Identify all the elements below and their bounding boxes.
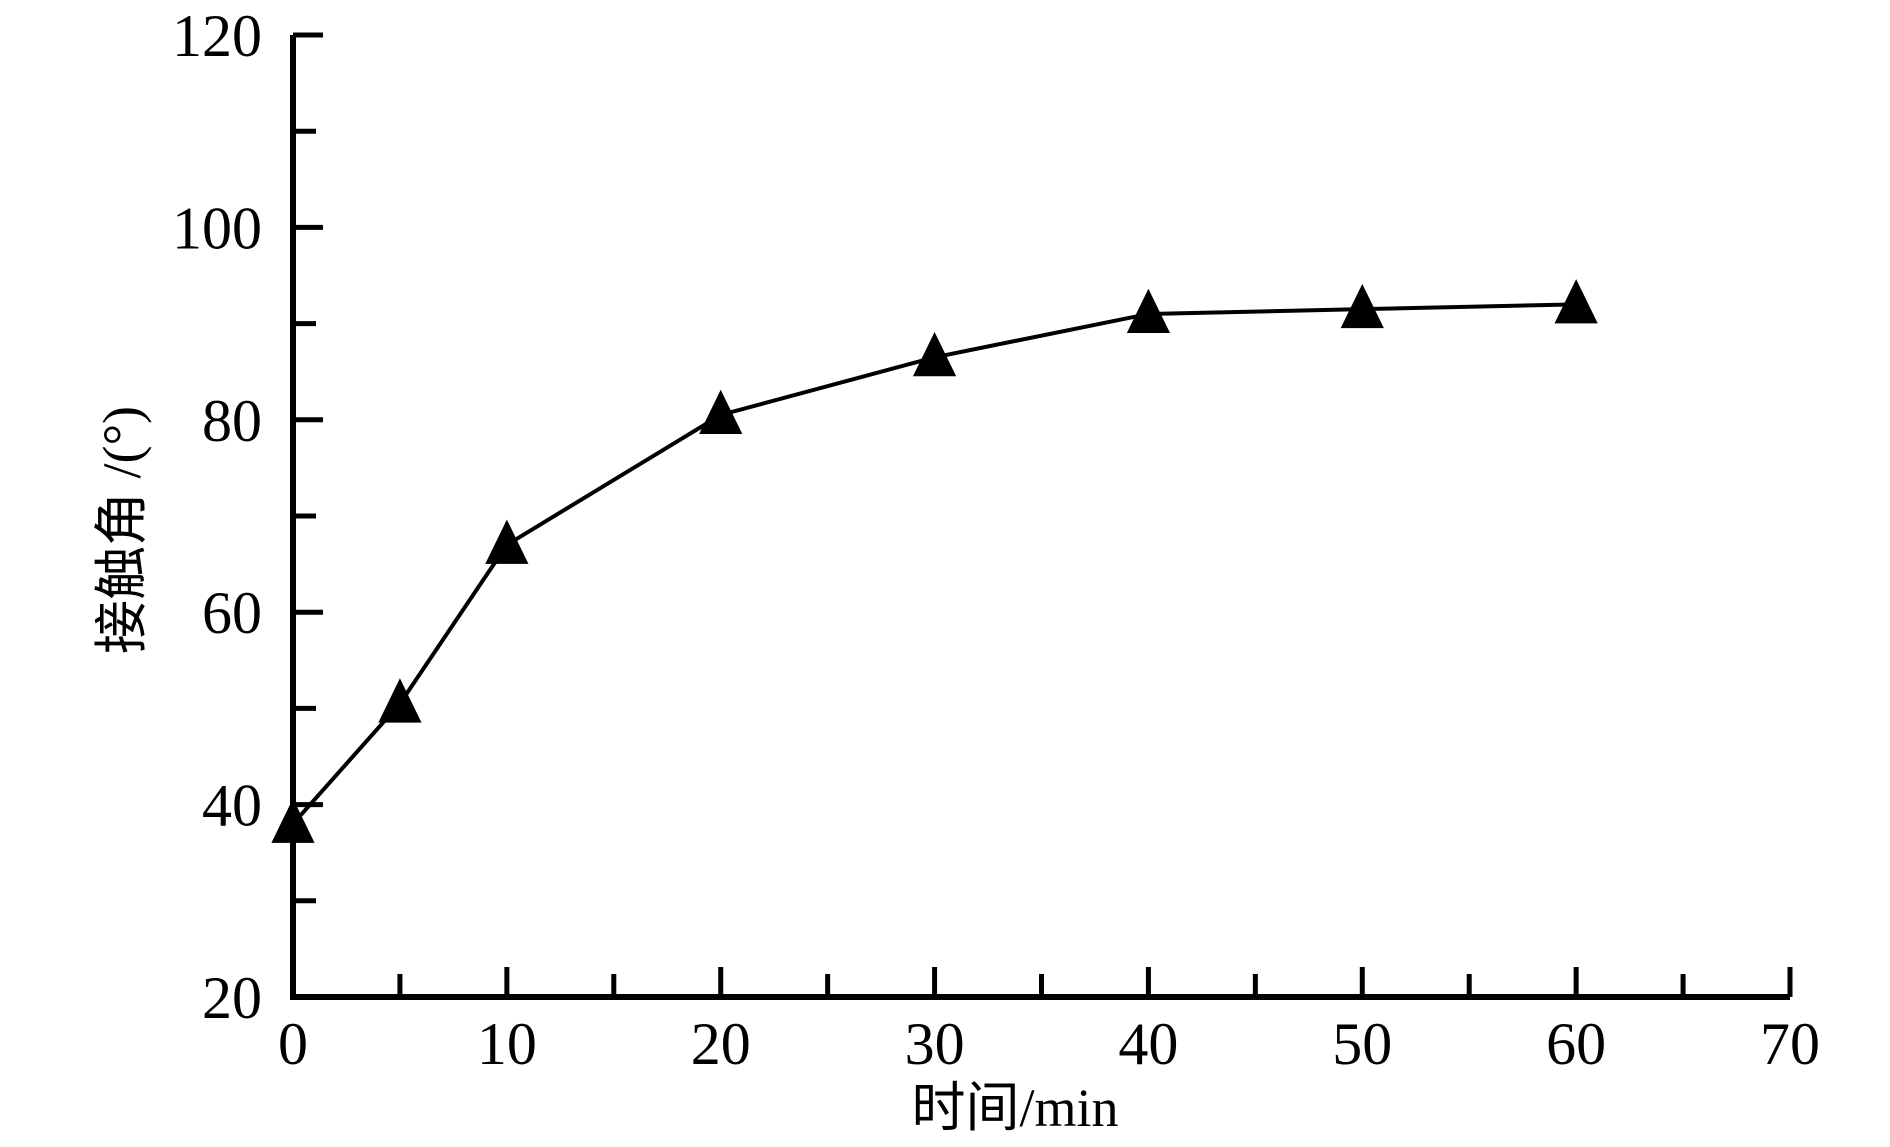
series-marker-triangle (912, 331, 957, 377)
x-tick-label: 70 (1760, 1011, 1820, 1077)
y-tick-label: 40 (202, 773, 262, 839)
x-tick-label: 0 (278, 1011, 308, 1077)
axis-spines (290, 35, 1790, 1000)
y-tick-label: 60 (202, 580, 262, 646)
axis-spine (290, 35, 1790, 1000)
y-axis-label: 接触角 /(°) (92, 406, 152, 654)
series-marker-triangle (1126, 288, 1171, 333)
x-tick-label: 10 (477, 1011, 537, 1077)
series-marker-triangle (485, 519, 529, 564)
series-marker-triangle (1340, 283, 1384, 329)
x-tick-label: 20 (691, 1011, 751, 1077)
y-tick-label: 100 (172, 195, 262, 261)
x-tick-label: 30 (905, 1011, 965, 1077)
y-tick-label: 120 (172, 3, 262, 69)
data-series (271, 279, 1598, 843)
axis-ticks (293, 32, 1793, 997)
series-marker-triangle (378, 678, 422, 723)
series-marker-triangle (699, 389, 743, 434)
tick-labels: 0 10 20 30 40 50 60 70 20 40 60 80 100 120 (172, 3, 1820, 1077)
series-marker-triangle (271, 798, 315, 843)
y-tick-label: 80 (202, 388, 262, 454)
series-marker-triangle (1554, 279, 1598, 324)
x-tick-label: 40 (1118, 1011, 1178, 1077)
series-line (291, 302, 1577, 826)
x-axis-label: 时间/min (911, 1078, 1118, 1138)
y-tick-label: 20 (202, 965, 262, 1031)
x-tick-label: 60 (1546, 1011, 1606, 1077)
x-tick-label: 50 (1332, 1011, 1392, 1077)
